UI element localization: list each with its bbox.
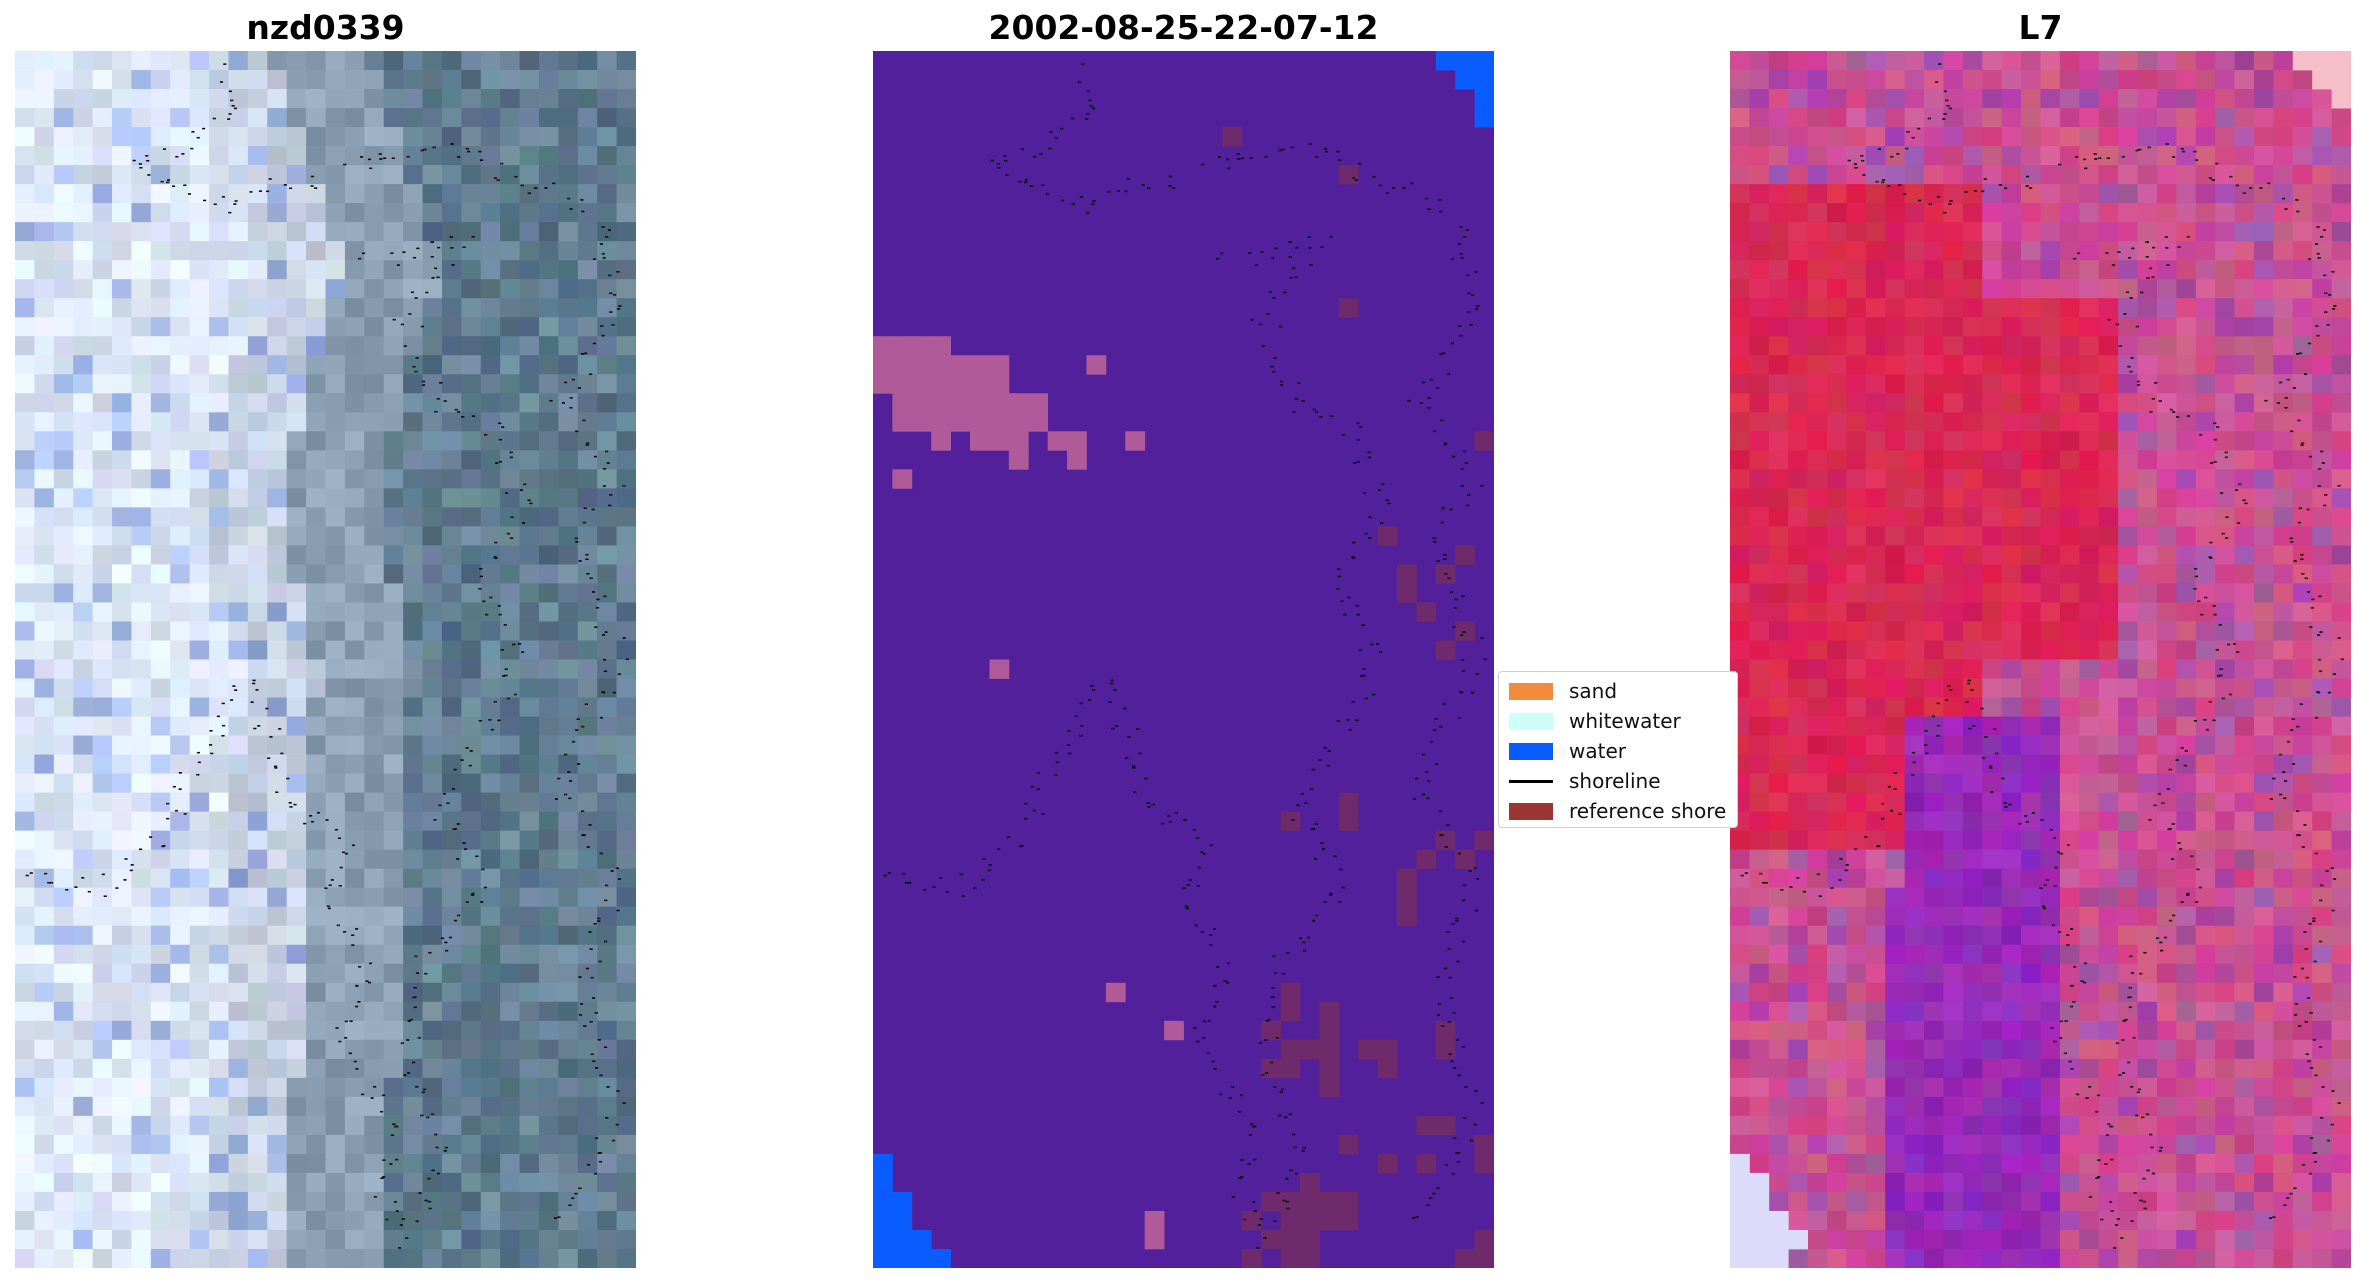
legend-color-swatch (1509, 742, 1553, 760)
legend-item: water (1509, 736, 1737, 766)
false-color-image-canvas (1730, 51, 2351, 1268)
classified-image (873, 51, 1494, 1268)
legend-item: reference shore (1509, 796, 1737, 826)
legend-item: sand (1509, 676, 1737, 706)
legend-item: whitewater (1509, 706, 1737, 736)
legend: sand whitewater water shoreline reference sh… (1498, 671, 1738, 828)
legend-color-swatch (1509, 802, 1553, 820)
false-color-image (1730, 51, 2351, 1268)
classified-image-canvas (873, 51, 1494, 1268)
legend-label: reference shore (1569, 799, 1727, 823)
legend-label: shoreline (1569, 769, 1661, 793)
rgb-image-canvas (15, 51, 636, 1268)
title-false-color-image: L7 (2018, 8, 2063, 47)
title-classified-image: 2002-08-25-22-07-12 (988, 8, 1379, 47)
legend-color-swatch (1509, 712, 1553, 730)
legend-line-swatch (1509, 779, 1553, 783)
title-rgb-image: nzd0339 (246, 8, 405, 47)
legend-label: water (1569, 739, 1626, 763)
rgb-satellite-image (15, 51, 636, 1268)
legend-label: sand (1569, 679, 1618, 703)
legend-label: whitewater (1569, 709, 1681, 733)
legend-color-swatch (1509, 682, 1553, 700)
legend-item: shoreline (1509, 766, 1737, 796)
